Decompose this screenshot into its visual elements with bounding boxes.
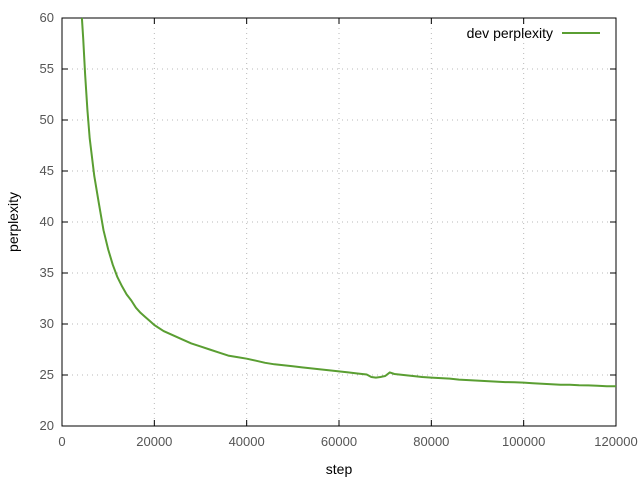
x-tick-label: 0 (58, 434, 65, 449)
x-tick-label: 100000 (502, 434, 545, 449)
y-tick-labels: 20 25 30 35 40 45 50 55 60 (40, 10, 54, 433)
y-tick-label: 25 (40, 367, 54, 382)
y-tick-label: 55 (40, 61, 54, 76)
x-tick-label: 60000 (321, 434, 357, 449)
y-tick-label: 30 (40, 316, 54, 331)
y-tick-label: 50 (40, 112, 54, 127)
y-tick-label: 40 (40, 214, 54, 229)
series-line-dev-perplexity (80, 17, 616, 388)
y-tick-label: 35 (40, 265, 54, 280)
x-tick-label: 80000 (413, 434, 449, 449)
series-lines (80, 17, 616, 388)
legend-label: dev perplexity (467, 25, 553, 41)
x-tick-label: 120000 (594, 434, 637, 449)
y-tick-label: 20 (40, 418, 54, 433)
x-tick-label: 40000 (229, 434, 265, 449)
x-axis-label: step (326, 461, 353, 477)
y-tick-label: 60 (40, 10, 54, 25)
y-tick-label: 45 (40, 163, 54, 178)
y-axis-label: perplexity (5, 192, 21, 252)
x-tick-label: 20000 (136, 434, 172, 449)
grid-lines (62, 18, 616, 426)
axis-ticks (61, 17, 617, 427)
legend: dev perplexity (467, 25, 600, 41)
x-tick-labels: 0 20000 40000 60000 80000 100000 120000 (58, 434, 637, 449)
